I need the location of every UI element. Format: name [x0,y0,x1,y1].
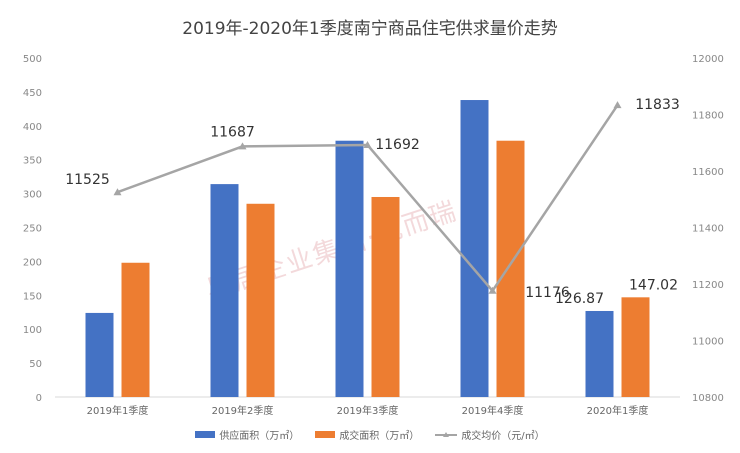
y-tick-left: 150 [23,291,42,302]
bar-deal [496,140,525,397]
legend-item-deal: 成交面积（万㎡） [315,427,419,442]
y-tick-left: 100 [23,325,42,336]
y-tick-right: 11600 [692,167,724,178]
chart-title: 2019年-2020年1季度南宁商品住宅供求量价走势 [182,19,558,39]
y-tick-left: 200 [23,257,42,268]
y-tick-left: 250 [23,224,42,235]
price-point [613,101,622,109]
x-tick-label: 2019年4季度 [462,404,524,417]
legend-label: 成交均价（元/㎡） [461,431,545,442]
x-tick-label: 2019年3季度 [337,404,399,417]
data-label: 126.87 [555,291,604,307]
price-point [113,188,122,196]
bar-supply [210,184,239,397]
y-tick-left: 450 [23,88,42,99]
x-tick-label: 2019年2季度 [212,404,274,417]
data-label: 147.02 [629,277,678,293]
legend-line-icon [435,431,458,437]
x-tick-label: 2019年1季度 [87,404,149,417]
y-tick-left: 350 [23,156,42,167]
legend-item-supply: 供应面积（万㎡） [195,427,299,442]
price-point [363,141,372,149]
x-tick-label: 2020年1季度 [587,404,649,417]
y-tick-left: 500 [23,54,42,65]
price-point [238,142,247,150]
legend-item-price: 成交均价（元/㎡） [435,427,545,442]
legend-swatch [195,431,216,438]
legend-label: 供应面积（万㎡） [219,431,300,442]
data-label: 11525 [65,172,110,188]
y-tick-right: 11000 [692,337,724,348]
data-label: 11176 [525,285,570,301]
y-tick-left: 400 [23,122,42,133]
y-tick-right: 12000 [692,54,724,65]
y-tick-left: 0 [36,393,42,404]
bar-supply [335,140,364,397]
price-line [117,104,619,293]
y-tick-left: 300 [23,190,42,201]
y-tick-left: 50 [29,359,42,370]
y-tick-right: 11400 [692,224,724,235]
bar-deal [121,262,150,397]
bar-deal [246,203,275,397]
y-tick-right: 11800 [692,111,724,122]
data-label: 11692 [375,137,420,153]
bar-deal [371,196,400,397]
bar-supply [460,100,489,397]
legend-swatch [315,431,336,438]
price-point [488,286,497,294]
y-tick-right: 10800 [692,393,724,404]
legend: 供应面积（万㎡） 成交面积（万㎡） 成交均价（元/㎡） [0,427,740,442]
data-label: 11833 [635,97,680,113]
legend-label: 成交面积（万㎡） [339,431,420,442]
bar-supply [585,310,614,397]
bar-deal [621,297,650,397]
y-tick-right: 11200 [692,280,724,291]
bar-supply [85,312,114,397]
data-label: 11687 [210,124,255,140]
